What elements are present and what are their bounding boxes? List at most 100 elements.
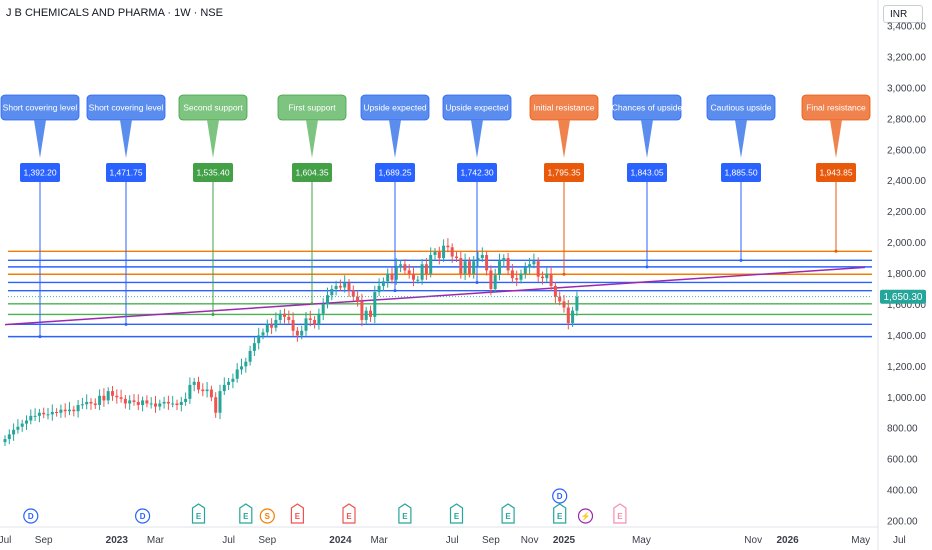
- candle-body: [106, 391, 110, 401]
- candle-body: [274, 319, 278, 328]
- candle-body: [532, 261, 536, 265]
- event-glyph: E: [454, 512, 460, 521]
- candle-body: [240, 366, 243, 370]
- callout-price-tag[interactable]: [627, 163, 667, 182]
- candle-body: [102, 395, 106, 401]
- callout-anchor: [834, 249, 838, 253]
- candle-body: [222, 384, 226, 392]
- callout-price: 1,885.50: [724, 168, 757, 178]
- callout-tail: [830, 120, 842, 158]
- candle-body: [12, 429, 16, 435]
- callout-tail: [389, 120, 401, 158]
- earnings-event-icon[interactable]: [501, 503, 515, 524]
- time-tick-label: Jul: [893, 535, 906, 546]
- candle-body: [291, 319, 295, 331]
- candle-body: [463, 261, 467, 274]
- price-tick-label: 1,800.00: [887, 269, 926, 280]
- candle-body: [184, 398, 188, 402]
- earnings-event-icon[interactable]: [553, 503, 567, 524]
- time-tick-label: 2023: [106, 535, 129, 546]
- callout-price-tag[interactable]: [816, 163, 856, 182]
- event-glyph: E: [402, 512, 408, 521]
- candle-body: [111, 391, 114, 396]
- candle-body: [446, 245, 450, 248]
- chart-title: J B CHEMICALS AND PHARMA · 1W · NSE: [6, 7, 223, 19]
- time-tick-label: Mar: [370, 535, 388, 546]
- callout-price-tag[interactable]: [721, 163, 761, 182]
- candle-body: [399, 264, 403, 266]
- event-glyph: E: [196, 512, 202, 521]
- candle-body: [351, 290, 355, 297]
- candle-body: [523, 267, 527, 274]
- earnings-event-icon[interactable]: [290, 503, 304, 524]
- trend-line: [4, 266, 866, 326]
- callout-tail: [558, 120, 570, 158]
- candle-body: [136, 401, 140, 406]
- candle-body: [416, 279, 420, 281]
- candle-body: [209, 389, 213, 398]
- candle-body: [3, 439, 7, 443]
- candle-body: [347, 282, 351, 291]
- candle-body: [252, 343, 256, 351]
- candle-body: [317, 313, 321, 325]
- price-tick-label: 3,200.00: [887, 52, 926, 63]
- candle-body: [231, 378, 235, 382]
- currency-selector[interactable]: INR: [883, 5, 923, 23]
- event-glyph: E: [243, 512, 249, 521]
- candle-body: [407, 270, 411, 274]
- event-glyph: D: [557, 492, 563, 501]
- price-tick-label: 1,600.00: [887, 300, 926, 311]
- earnings-event-icon[interactable]: [398, 503, 412, 524]
- candle-body: [197, 381, 200, 390]
- candle-body: [175, 403, 179, 406]
- candle-body: [433, 251, 437, 255]
- candle-body: [506, 258, 510, 271]
- event-glyph: E: [557, 512, 563, 521]
- callout-anchor: [739, 258, 743, 262]
- callout-price: 1,943.85: [819, 168, 852, 178]
- candle-body: [575, 296, 579, 311]
- price-tick-label: 2,800.00: [887, 114, 926, 125]
- event-glyph: E: [505, 512, 511, 521]
- earnings-event-icon[interactable]: [342, 503, 356, 524]
- candle-body: [566, 307, 570, 324]
- callout-price-tag[interactable]: [544, 163, 584, 182]
- candle-body: [192, 381, 196, 385]
- callout-price-tag[interactable]: [375, 163, 415, 182]
- time-tick-label: Nov: [521, 535, 539, 546]
- flash-event-icon[interactable]: [577, 508, 594, 524]
- callout-anchor: [562, 272, 566, 276]
- earnings-event-icon[interactable]: [239, 503, 253, 524]
- callout-price: 1,535.40: [196, 168, 229, 178]
- candle-body: [149, 403, 153, 405]
- callout-tail: [641, 120, 653, 158]
- dividend-event-icon[interactable]: [23, 508, 39, 524]
- earnings-event-icon[interactable]: [191, 503, 206, 524]
- last-price-label: 1,650.30: [884, 292, 923, 303]
- dividend-event-icon[interactable]: [552, 488, 568, 504]
- candle-body: [562, 301, 566, 308]
- candle-body: [287, 316, 291, 320]
- candle-body: [46, 414, 50, 416]
- split-event-icon[interactable]: [259, 508, 275, 524]
- callout-price-tag[interactable]: [106, 163, 146, 182]
- candle-body: [455, 256, 458, 259]
- callout-anchor: [124, 322, 128, 326]
- callout-price-tag[interactable]: [20, 163, 60, 182]
- event-glyph: D: [140, 512, 146, 521]
- callout-price-tag[interactable]: [292, 163, 332, 182]
- callout-note: Second support: [183, 103, 243, 113]
- earnings-event-icon[interactable]: [449, 503, 464, 524]
- candle-body: [364, 310, 368, 320]
- candle-body: [300, 330, 304, 336]
- candle-body: [536, 261, 540, 277]
- candle-body: [283, 313, 286, 317]
- callout-price-tag[interactable]: [193, 163, 233, 182]
- earnings-event-icon[interactable]: [613, 503, 627, 524]
- candle-body: [16, 426, 20, 430]
- price-tick-label: 1,400.00: [887, 331, 926, 342]
- dividend-event-icon[interactable]: [135, 508, 151, 524]
- candle-body: [360, 301, 364, 320]
- callout-price-tag[interactable]: [457, 163, 497, 182]
